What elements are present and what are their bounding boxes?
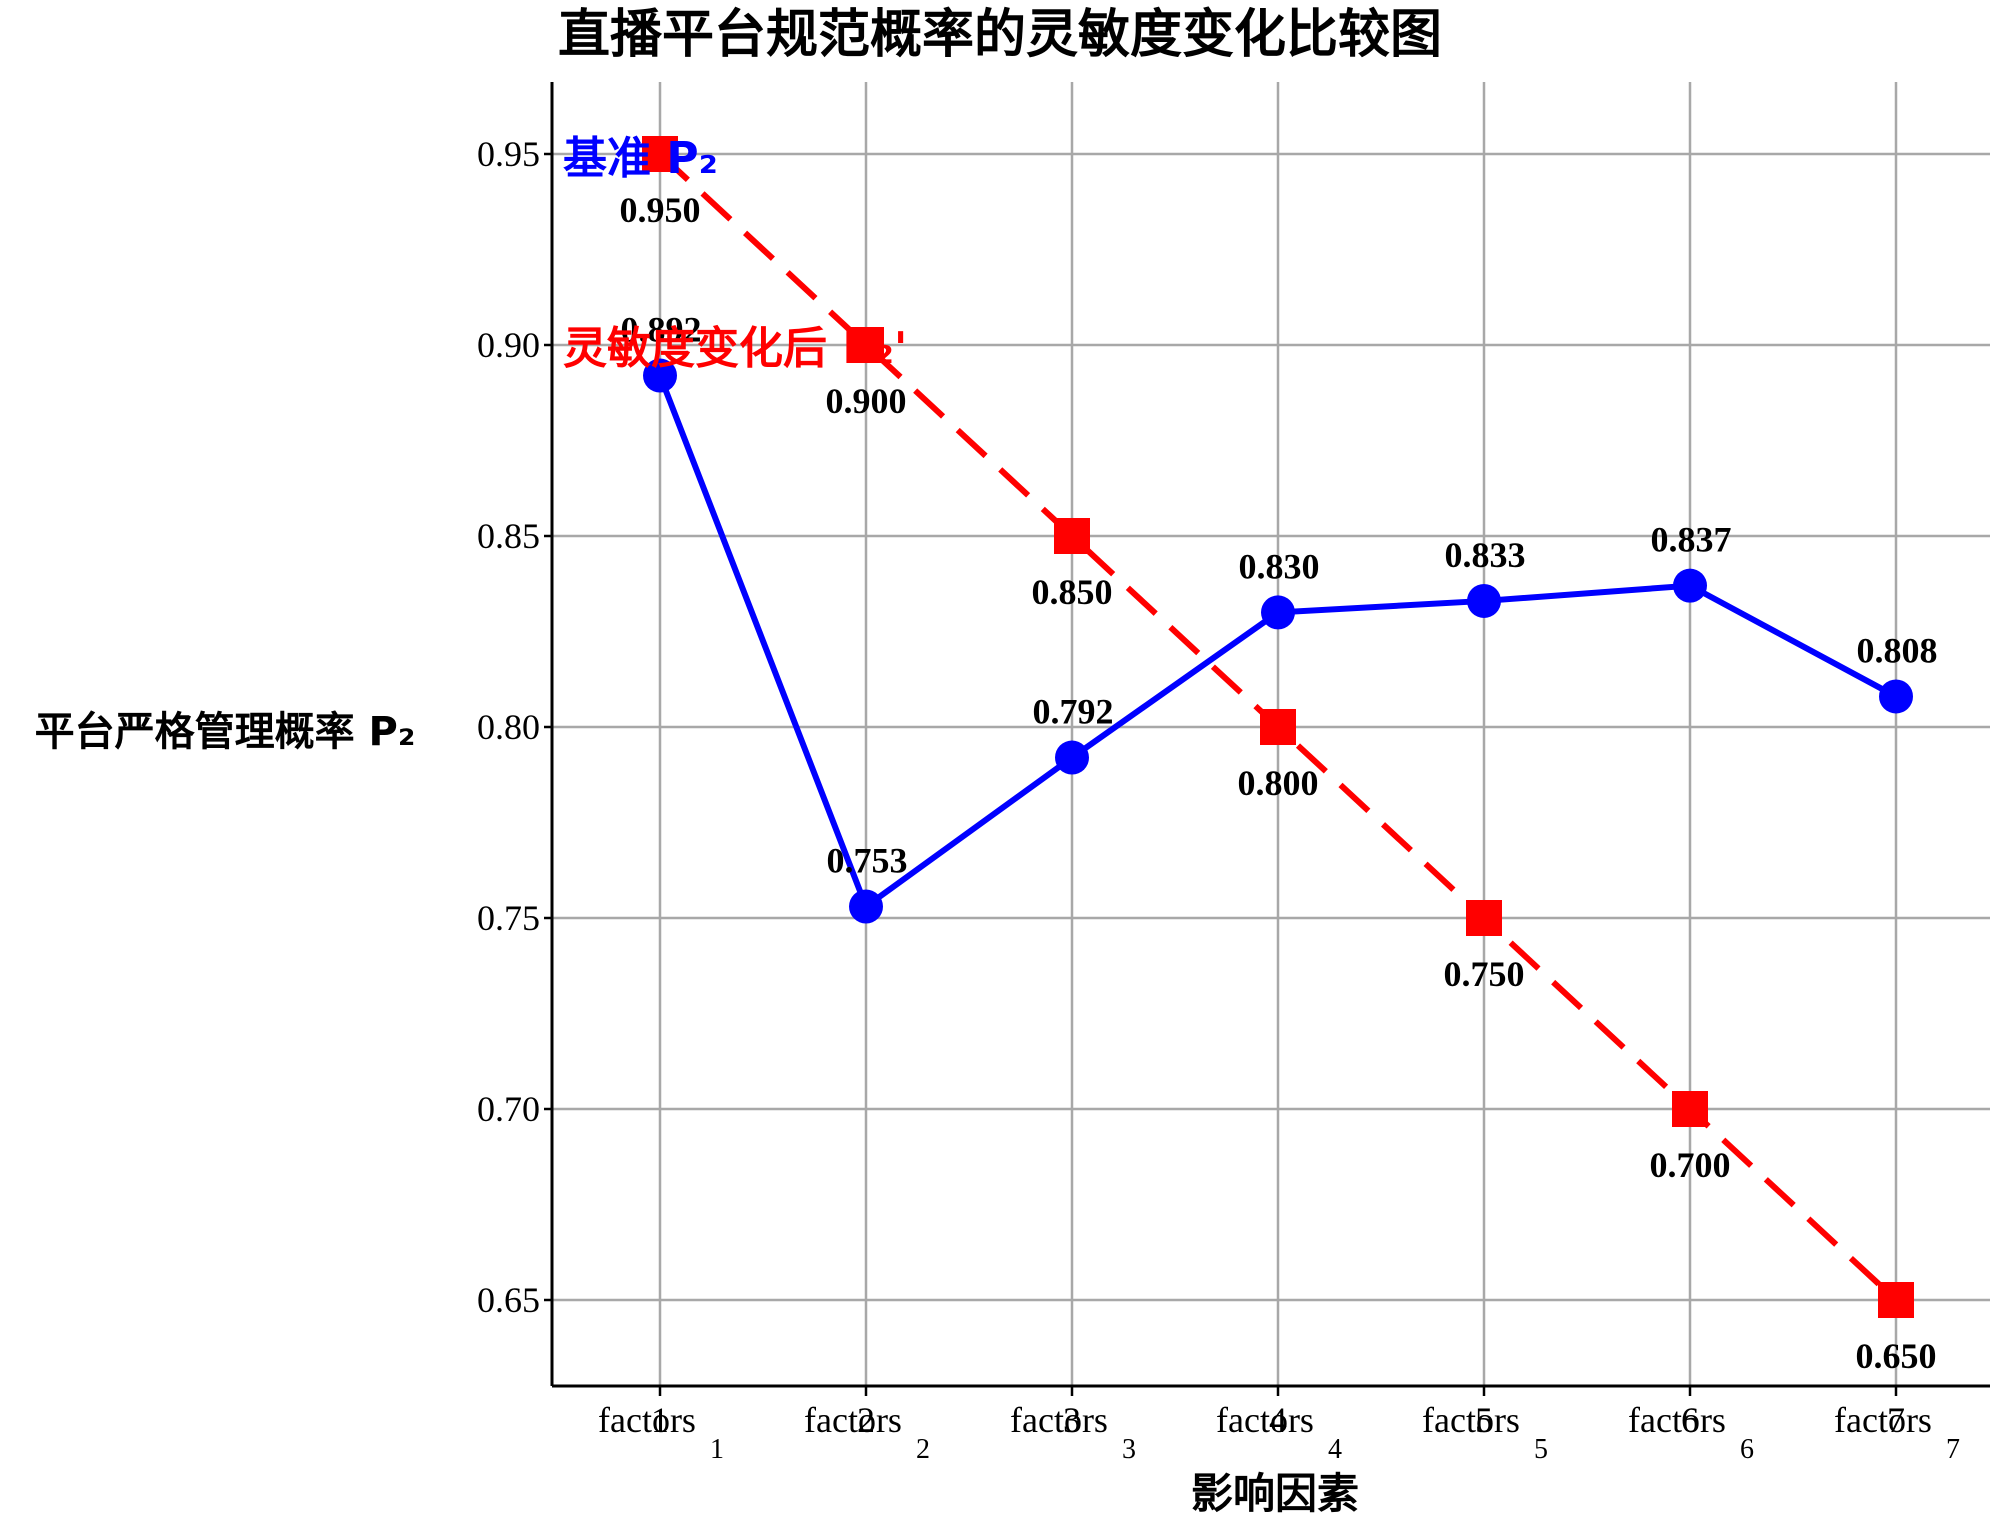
x-tick-subscript: 6 xyxy=(1740,1434,1754,1465)
x-tick-number: 2 xyxy=(857,1400,875,1440)
baseline-data-label: 0.837 xyxy=(1651,520,1732,560)
x-tick-number: 4 xyxy=(1269,1400,1287,1440)
x-tick-number: 6 xyxy=(1681,1400,1699,1440)
adjusted-point xyxy=(642,136,678,172)
y-tick-label: 0.65 xyxy=(477,1280,540,1320)
baseline-point xyxy=(1467,583,1501,618)
baseline-data-label: 0.753 xyxy=(827,841,908,881)
x-tick-number: 7 xyxy=(1887,1400,1905,1440)
y-tick-label: 0.80 xyxy=(477,707,540,747)
baseline-data-label: 0.892 xyxy=(621,310,702,350)
x-tick-number: 3 xyxy=(1063,1400,1081,1440)
y-tick-label: 0.90 xyxy=(477,325,540,365)
y-tick-labels: 0.65 0.70 0.75 0.80 0.85 0.90 0.95 xyxy=(477,134,540,1320)
legend: 基准 P₂ 灵敏度变化后 P₂' xyxy=(563,133,907,374)
adjusted-point xyxy=(1878,1282,1914,1318)
baseline-data-label: 0.833 xyxy=(1445,535,1526,575)
x-tick-label: factors xyxy=(804,1400,902,1440)
baseline-data-label: 0.830 xyxy=(1239,546,1320,586)
baseline-point xyxy=(1261,595,1295,630)
baseline-point xyxy=(1055,740,1089,775)
adjusted-data-label: 0.800 xyxy=(1238,763,1319,803)
x-axis-label: 影响因素 xyxy=(1191,1469,1359,1518)
adjusted-point xyxy=(1260,709,1296,745)
x-tick-label: factors xyxy=(1216,1400,1314,1440)
y-tick-label: 0.85 xyxy=(477,516,540,556)
y-axis-label: 平台严格管理概率 P₂ xyxy=(35,709,416,755)
x-tick-label: factors xyxy=(1628,1400,1726,1440)
y-tick-label: 0.95 xyxy=(477,134,540,174)
adjusted-data-label: 0.750 xyxy=(1444,954,1525,994)
legend-label-baseline: 基准 P₂ xyxy=(563,133,718,184)
baseline-data-label: 0.808 xyxy=(1857,630,1938,670)
x-tick-number: 1 xyxy=(651,1400,669,1440)
y-tick-label: 0.75 xyxy=(477,898,540,938)
baseline-point xyxy=(643,358,677,393)
baseline-point xyxy=(1673,568,1707,603)
baseline-point xyxy=(1879,679,1913,714)
axes xyxy=(544,82,1990,1396)
x-tick-subscript: 5 xyxy=(1534,1434,1548,1465)
adjusted-point xyxy=(1672,1091,1708,1127)
data-labels: 0.892 0.753 0.792 0.830 0.833 0.837 0.808 0.950… xyxy=(620,190,1938,1376)
y-tick-label: 0.70 xyxy=(477,1089,540,1129)
x-tick-subscript: 7 xyxy=(1946,1434,1960,1465)
adjusted-data-label: 0.900 xyxy=(826,381,907,421)
baseline-data-label: 0.792 xyxy=(1033,692,1114,732)
adjusted-point xyxy=(848,327,884,363)
x-tick-label: factors xyxy=(1010,1400,1108,1440)
baseline-point xyxy=(849,889,883,924)
adjusted-data-label: 0.950 xyxy=(620,190,701,230)
legend-label-adjusted: 灵敏度变化后 P₂' xyxy=(563,323,907,374)
x-tick-subscript: 4 xyxy=(1328,1434,1342,1465)
adjusted-data-label: 0.650 xyxy=(1856,1336,1937,1376)
x-tick-label: factors xyxy=(1422,1400,1520,1440)
series-lines xyxy=(642,136,1914,1318)
x-tick-subscript: 2 xyxy=(916,1434,930,1465)
x-tick-label: factors xyxy=(1834,1400,1932,1440)
x-tick-subscript: 1 xyxy=(710,1434,724,1465)
x-tick-number: 5 xyxy=(1475,1400,1493,1440)
adjusted-data-label: 0.850 xyxy=(1032,572,1113,612)
adjusted-point xyxy=(1054,518,1090,554)
chart-title: 直播平台规范概率的灵敏度变化比较图 xyxy=(558,4,1442,65)
grid-lines xyxy=(552,82,1990,1386)
adjusted-point xyxy=(1466,900,1502,936)
x-tick-label: factors xyxy=(598,1400,696,1440)
adjusted-data-label: 0.700 xyxy=(1650,1145,1731,1185)
x-tick-subscript: 3 xyxy=(1122,1434,1136,1465)
